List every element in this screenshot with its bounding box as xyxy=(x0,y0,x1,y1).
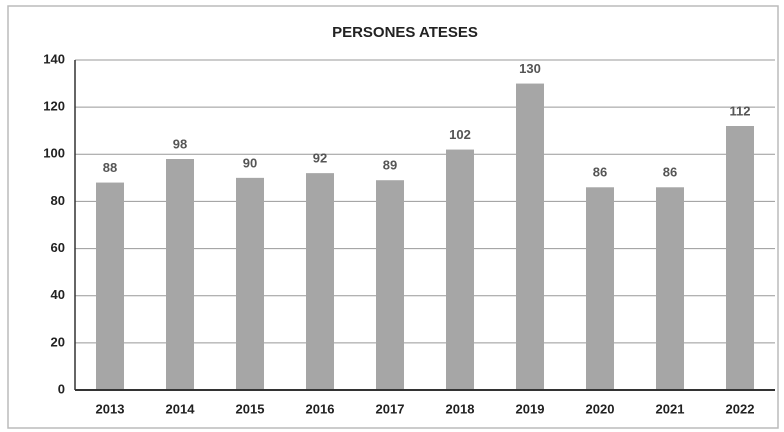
data-label: 98 xyxy=(173,136,187,151)
bar xyxy=(376,180,404,390)
data-label: 130 xyxy=(519,61,541,76)
bar xyxy=(446,149,474,390)
x-tick-label: 2015 xyxy=(236,401,265,416)
x-tick-label: 2018 xyxy=(446,401,475,416)
data-label: 112 xyxy=(730,103,751,118)
x-tick-label: 2020 xyxy=(586,401,615,416)
y-tick-label: 0 xyxy=(58,381,65,396)
y-tick-label: 140 xyxy=(43,51,65,66)
x-tick-label: 2013 xyxy=(96,401,125,416)
bar xyxy=(236,177,264,390)
bar xyxy=(96,182,124,390)
data-label: 86 xyxy=(663,165,677,180)
x-tick-label: 2022 xyxy=(726,401,755,416)
y-tick-label: 100 xyxy=(43,146,65,161)
x-tick-label: 2017 xyxy=(376,401,405,416)
bar xyxy=(306,173,334,390)
x-tick-label: 2019 xyxy=(516,401,545,416)
y-tick-label: 120 xyxy=(43,99,65,114)
data-label: 86 xyxy=(593,165,607,180)
x-tick-label: 2014 xyxy=(166,401,196,416)
x-tick-label: 2021 xyxy=(656,401,685,416)
y-tick-label: 40 xyxy=(51,287,65,302)
bar xyxy=(726,126,754,390)
y-tick-label: 20 xyxy=(51,334,65,349)
data-label: 89 xyxy=(383,158,397,173)
data-label: 90 xyxy=(243,155,257,170)
data-label: 88 xyxy=(103,160,117,175)
data-label: 92 xyxy=(313,151,327,166)
y-tick-label: 60 xyxy=(51,240,65,255)
y-tick-label: 80 xyxy=(51,193,65,208)
x-tick-label: 2016 xyxy=(306,401,335,416)
bar xyxy=(166,159,194,390)
data-label: 102 xyxy=(449,127,471,142)
bar xyxy=(586,187,614,390)
chart-title: PERSONES ATESES xyxy=(332,24,478,41)
bar xyxy=(656,187,684,390)
bar xyxy=(516,83,544,391)
